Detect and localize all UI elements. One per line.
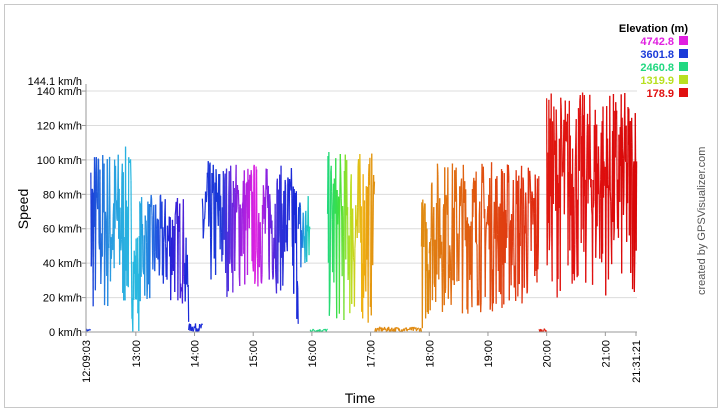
- y-tick-label: 20 km/h: [43, 293, 82, 305]
- x-tick-label: 21:00: [600, 340, 612, 368]
- elevation-legend: Elevation (m) 4742.83601.82460.81319.917…: [619, 23, 688, 100]
- legend-entry-label: 1319.9: [640, 75, 674, 87]
- legend-title: Elevation (m): [619, 23, 688, 35]
- x-tick-label: 14:00: [190, 340, 202, 368]
- x-tick-label: 15:00: [248, 340, 260, 368]
- x-tick-label: 21:31:21: [631, 340, 643, 383]
- legend-entry-label: 178.9: [646, 88, 674, 100]
- x-axis-ticks: 12:09:03 13:00 14:00 15:00 16:00 17:00 18:00 19…: [81, 332, 643, 383]
- legend-swatch: [679, 36, 688, 45]
- x-tick-label: 12:09:03: [81, 340, 93, 383]
- y-tick-label: 60 km/h: [43, 224, 82, 236]
- y-tick-label: 80 km/h: [43, 189, 82, 201]
- chart-frame: 0 km/h 20 km/h 40 km/h 60 km/h 80 km/h 100 km…: [4, 4, 718, 408]
- x-tick-label: 17:00: [366, 340, 378, 368]
- y-tick-label: 40 km/h: [43, 258, 82, 270]
- x-tick-label: 19:00: [483, 340, 495, 368]
- y-tick-label: 140 km/h: [37, 86, 82, 98]
- legend-swatch: [679, 88, 688, 97]
- y-axis-title: Speed: [15, 189, 31, 229]
- legend-entry-label: 2460.8: [640, 62, 674, 74]
- x-tick-label: 18:00: [424, 340, 436, 368]
- y-max-label: 144.1 km/h: [28, 76, 82, 88]
- legend-swatch: [679, 75, 688, 84]
- x-tick-label: 13:00: [131, 340, 143, 368]
- x-tick-label: 16:00: [307, 340, 319, 368]
- x-tick-label: 20:00: [542, 340, 554, 368]
- legend-entry-label: 4742.8: [640, 36, 674, 48]
- speed-chart: 0 km/h 20 km/h 40 km/h 60 km/h 80 km/h 100 km…: [15, 23, 708, 406]
- y-tick-label: 100 km/h: [37, 155, 82, 167]
- credit-text: created by GPSVisualizer.com: [696, 147, 708, 295]
- legend-entry-label: 3601.8: [640, 49, 674, 61]
- y-tick-label: 0 km/h: [49, 327, 82, 339]
- y-tick-label: 120 km/h: [37, 120, 82, 132]
- y-axis-ticks: 0 km/h 20 km/h 40 km/h 60 km/h 80 km/h 100 km…: [37, 86, 86, 339]
- x-axis-title: Time: [345, 390, 376, 406]
- speed-series: [85, 92, 638, 333]
- legend-swatch: [679, 62, 688, 71]
- legend-swatch: [679, 49, 688, 58]
